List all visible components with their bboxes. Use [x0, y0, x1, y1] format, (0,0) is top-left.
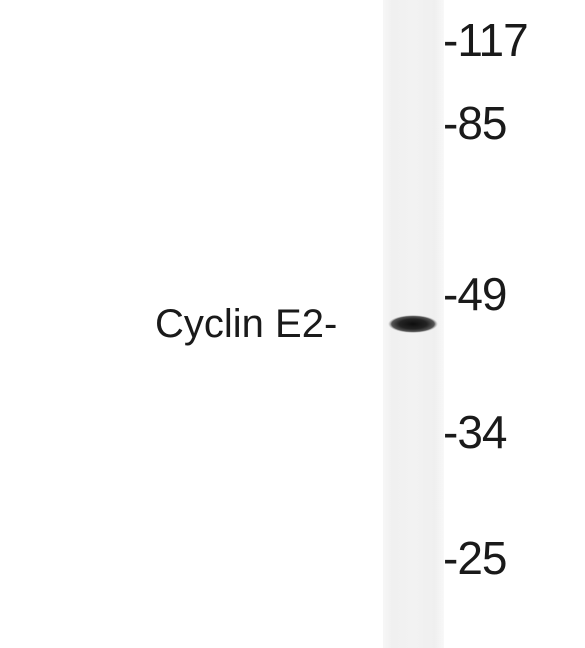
protein-band [388, 315, 438, 333]
cyclin-e2-band-label: Cyclin E2- [155, 302, 338, 346]
marker-25-label: -25 [443, 532, 507, 584]
marker-85-label: -85 [443, 97, 507, 149]
marker-117-label: -117 [443, 14, 529, 66]
marker-34-label: -34 [443, 406, 507, 458]
marker-49-label: -49 [443, 268, 507, 320]
